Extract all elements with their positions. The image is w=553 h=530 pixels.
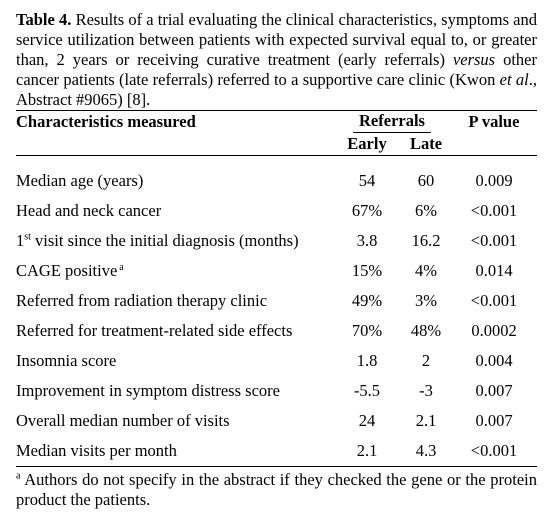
row-late: 6%: [415, 201, 437, 220]
caption-text-3: ., Abstract #9065) [8].: [16, 70, 537, 109]
row-early: 15%: [351, 261, 383, 280]
row-late: 2: [421, 351, 431, 370]
header-referrals: Referrals: [353, 111, 431, 133]
table-row: Insomnia score 1.8 2 0.004: [16, 346, 537, 376]
table-row: Overall median number of visits 24 2.1 0…: [16, 406, 537, 436]
table-footnote: a Authors do not specify in the abstract…: [16, 470, 537, 510]
row-early: 49%: [351, 291, 383, 310]
row-label: Referred for treatment-related side effe…: [16, 321, 293, 340]
results-table: Characteristics measured Referrals P val…: [16, 110, 537, 467]
header-characteristics: Characteristics measured: [16, 112, 196, 131]
row-early: 3.8: [356, 231, 378, 250]
caption-label: Table 4.: [16, 10, 72, 29]
table-caption: Table 4. Results of a trial evaluating t…: [16, 10, 537, 110]
table-row: Head and neck cancer 67% 6% <0.001: [16, 196, 537, 226]
row-label: Improvement in symptom distress score: [16, 381, 280, 400]
row-label-rest: visit since the initial diagnosis (month…: [30, 231, 299, 250]
row-pvalue: <0.001: [470, 441, 518, 460]
caption-italic-versus: versus: [452, 50, 496, 69]
row-early: 67%: [351, 201, 383, 220]
header-row-2: Early Late: [16, 133, 537, 156]
row-early: 54: [358, 171, 376, 190]
spacer-row: [16, 156, 537, 167]
caption-italic-etal: et al: [499, 70, 529, 89]
row-early: 1.8: [356, 351, 378, 370]
table-row: CAGE positive a 15% 4% 0.014: [16, 256, 537, 286]
row-label-text: CAGE positive: [16, 261, 118, 280]
footnote-mark: a: [16, 470, 21, 482]
row-early: 2.1: [356, 441, 378, 460]
row-label-prefix: 1: [16, 231, 25, 250]
row-label: Overall median number of visits: [16, 411, 230, 430]
row-late: 60: [417, 171, 435, 190]
row-pvalue: 0.007: [475, 411, 513, 430]
caption-text-1: Results of a trial evaluating the clinic…: [16, 10, 537, 69]
row-pvalue: 0.014: [475, 261, 513, 280]
row-pvalue: <0.001: [470, 291, 518, 310]
row-label: Referred from radiation therapy clinic: [16, 291, 268, 310]
header-empty-p: [451, 133, 537, 156]
table-row: Referred from radiation therapy clinic 4…: [16, 286, 537, 316]
row-pvalue: 0.0002: [471, 321, 517, 340]
footnote-mark: a: [119, 261, 124, 273]
header-pvalue: P value: [468, 112, 520, 131]
row-label: CAGE positive a: [16, 256, 333, 286]
row-pvalue: 0.009: [475, 171, 513, 190]
row-late: 3%: [415, 291, 437, 310]
row-early: 24: [358, 411, 376, 430]
row-late: 4.3: [415, 441, 437, 460]
row-late: 48%: [410, 321, 442, 340]
header-empty: [16, 133, 333, 156]
header-early: Early: [347, 134, 387, 153]
row-late: 16.2: [411, 231, 441, 250]
row-label: Median age (years): [16, 171, 144, 190]
row-pvalue: <0.001: [470, 231, 518, 250]
footnote-text: Authors do not specify in the abstract i…: [16, 470, 537, 509]
row-early: -5.5: [353, 381, 381, 400]
row-early: 70%: [351, 321, 383, 340]
row-label: Head and neck cancer: [16, 201, 162, 220]
row-label-superscript: st: [24, 231, 31, 243]
row-pvalue: 0.007: [475, 381, 513, 400]
header-late: Late: [409, 134, 443, 153]
table-row: Median visits per month 2.1 4.3 <0.001: [16, 436, 537, 467]
row-pvalue: <0.001: [470, 201, 518, 220]
header-row-1: Characteristics measured Referrals P val…: [16, 110, 537, 133]
caption-text-2: other cancer patients (late referrals) r…: [16, 50, 537, 89]
row-label: Insomnia score: [16, 351, 117, 370]
row-late: -3: [419, 381, 433, 400]
header-referrals-cell: Referrals: [333, 111, 451, 133]
table-row: Referred for treatment-related side effe…: [16, 316, 537, 346]
row-label: 1st visit since the initial diagnosis (m…: [16, 226, 333, 256]
row-late: 4%: [415, 261, 437, 280]
row-pvalue: 0.004: [475, 351, 513, 370]
table-row: Improvement in symptom distress score -5…: [16, 376, 537, 406]
table-row: Median age (years) 54 60 0.009: [16, 166, 537, 196]
table-row: 1st visit since the initial diagnosis (m…: [16, 226, 537, 256]
row-label: Median visits per month: [16, 441, 177, 460]
row-late: 2.1: [415, 411, 437, 430]
